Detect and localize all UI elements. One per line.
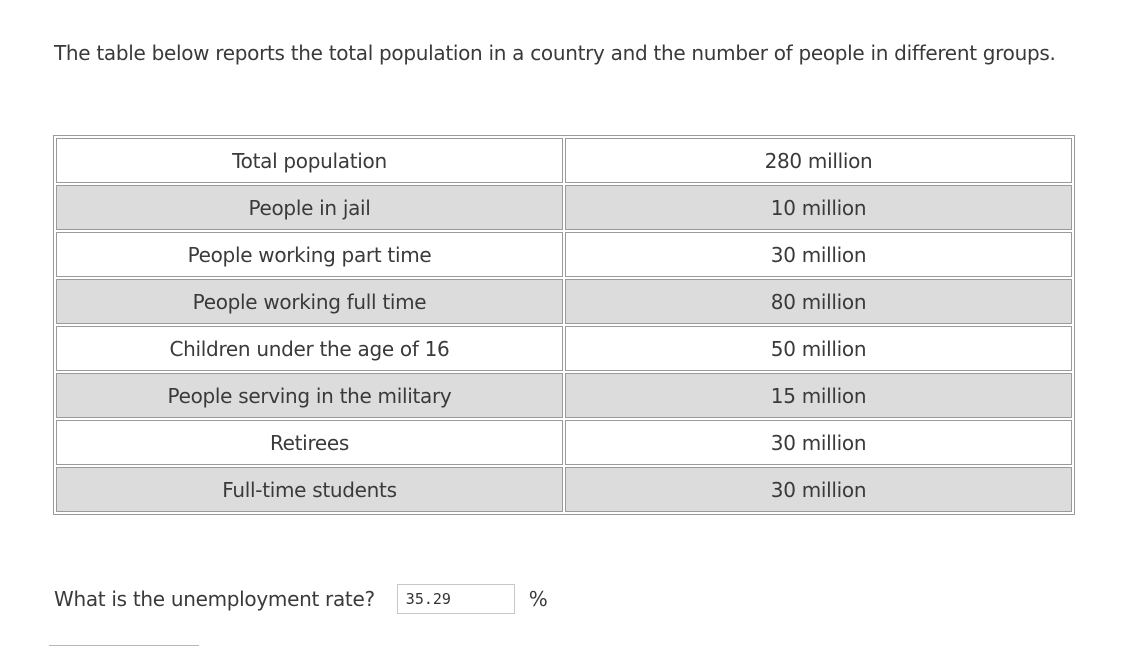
question-row: What is the unemployment rate? % [54,583,548,615]
row-label: Retirees [56,420,563,465]
divider [49,645,199,646]
row-value: 280 million [565,138,1072,183]
table-row: Full-time students 30 million [56,467,1072,512]
table-row: People in jail 10 million [56,185,1072,230]
population-table: Total population 280 million People in j… [53,135,1075,515]
row-label: People working full time [56,279,563,324]
table-row: People serving in the military 15 millio… [56,373,1072,418]
question-text: What is the unemployment rate? [54,587,375,611]
row-label: Full-time students [56,467,563,512]
table-row: People working part time 30 million [56,232,1072,277]
row-value: 30 million [565,420,1072,465]
row-value: 50 million [565,326,1072,371]
row-label: Total population [56,138,563,183]
table-row: Total population 280 million [56,138,1072,183]
row-value: 10 million [565,185,1072,230]
row-label: People working part time [56,232,563,277]
row-value: 30 million [565,232,1072,277]
row-label: Children under the age of 16 [56,326,563,371]
row-value: 30 million [565,467,1072,512]
row-value: 15 million [565,373,1072,418]
table-row: Retirees 30 million [56,420,1072,465]
table-row: People working full time 80 million [56,279,1072,324]
row-label: People in jail [56,185,563,230]
answer-input[interactable] [396,584,515,614]
percent-unit: % [528,587,548,611]
row-label: People serving in the military [56,373,563,418]
table-row: Children under the age of 16 50 million [56,326,1072,371]
intro-paragraph: The table below reports the total popula… [54,41,1056,65]
row-value: 80 million [565,279,1072,324]
